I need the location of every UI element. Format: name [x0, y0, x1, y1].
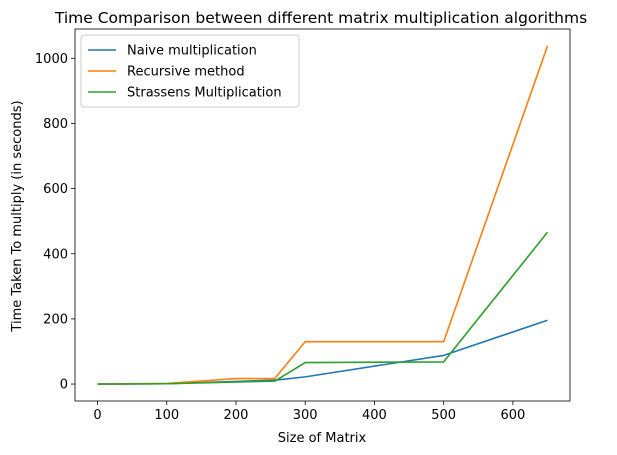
x-tick-label: 200 — [224, 408, 249, 423]
legend-label: Naive multiplication — [127, 44, 257, 59]
legend: Naive multiplication Recursive method Stra… — [80, 34, 300, 108]
x-axis-label: Size of Matrix — [278, 431, 367, 446]
ticks-layer: 0 100 200 300 400 500 600 0 200 400 600 800 1000 — [35, 52, 525, 423]
x-tick-label: 600 — [500, 408, 525, 423]
legend-box — [80, 34, 300, 108]
x-tick-label: 100 — [154, 408, 179, 423]
y-axis-label: Time Taken To multiply (in seconds) — [10, 100, 25, 332]
y-tick-label: 0 — [60, 378, 68, 393]
chart-title: Time Comparison between different matrix… — [54, 9, 587, 27]
y-tick-label: 200 — [43, 312, 68, 327]
x-tick-label: 300 — [293, 408, 318, 423]
plot-frame — [74, 28, 571, 402]
legend-label: Strassens Multiplication — [127, 86, 282, 101]
series-layer — [97, 45, 549, 385]
legend-label: Recursive method — [127, 65, 245, 80]
y-tick-label: 800 — [43, 117, 68, 132]
x-tick-label: 500 — [431, 408, 456, 423]
x-tick-label: 400 — [362, 408, 387, 423]
y-tick-label: 1000 — [35, 52, 68, 67]
y-tick-label: 600 — [43, 182, 68, 197]
series-line-strassens-multiplication — [97, 231, 549, 385]
x-tick-label: 0 — [93, 408, 101, 423]
y-tick-label: 400 — [43, 247, 68, 262]
